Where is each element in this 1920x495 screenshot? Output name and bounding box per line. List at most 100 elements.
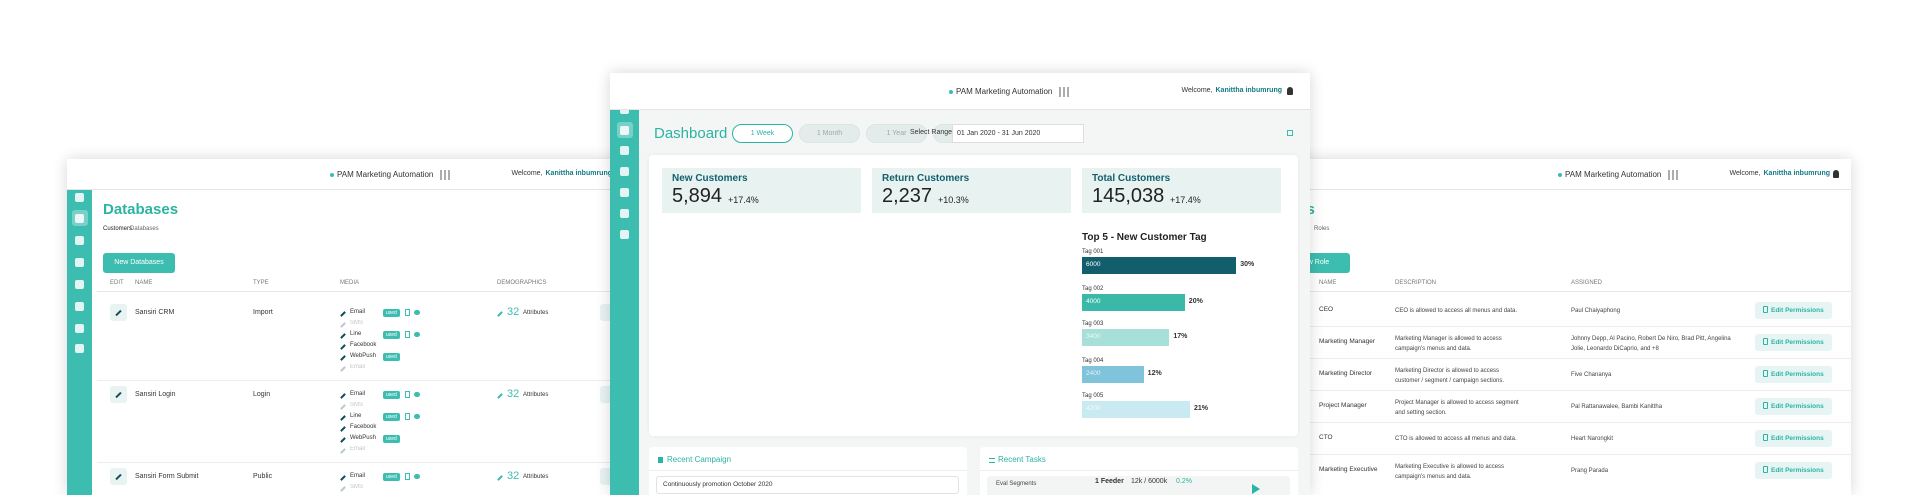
header-bar: [1240, 159, 1851, 190]
sidebar-icon[interactable]: [620, 230, 629, 239]
task-row: [987, 476, 1290, 495]
column-header: EDIT: [110, 280, 124, 286]
tag-name: Tag 002: [1082, 286, 1104, 292]
status-dot: [330, 172, 334, 177]
apps-icon: [1668, 169, 1678, 180]
edit-permissions-button[interactable]: Edit Permissions: [1755, 302, 1832, 319]
media-label: WebPush: [350, 353, 376, 359]
media-icon: [340, 486, 346, 492]
doc-icon: [405, 331, 410, 338]
app-name: PAM Marketing Automation: [1565, 169, 1662, 179]
edit-permissions-button[interactable]: Edit Permissions: [1755, 430, 1832, 447]
assigned: Pal Rattanawalee, Bambi Kanittha: [1571, 404, 1663, 410]
kpi-value: 145,038: [1092, 185, 1165, 207]
attribute-label: Attributes: [523, 474, 549, 480]
column-header: DEMOGRAPHICS: [497, 280, 547, 286]
kpi-value: 5,894: [672, 185, 723, 207]
edit-permissions-button[interactable]: Edit Permissions: [1755, 334, 1832, 351]
row-line: [1240, 422, 1851, 423]
sidebar-icon[interactable]: [75, 280, 84, 289]
column-header: NAME: [1319, 280, 1337, 286]
tag-bar: [1082, 329, 1170, 346]
media-icon: [340, 393, 346, 399]
range-pill[interactable]: 1 Month: [799, 124, 860, 143]
breadcrumb: Databases: [130, 226, 159, 232]
db-type: Public: [253, 473, 273, 480]
welcome-text: Welcome,: [1729, 169, 1761, 177]
media-icon: [340, 344, 346, 350]
attribute-count: 32: [507, 470, 520, 482]
assigned: Heart Narongkit: [1571, 436, 1614, 442]
sidebar-icon[interactable]: [620, 167, 629, 176]
user-icon: [1833, 170, 1839, 178]
kpi-change: +17.4%: [1170, 195, 1201, 205]
sidebar-icon[interactable]: [620, 126, 629, 135]
media-label: Email: [350, 364, 366, 370]
campaign-select[interactable]: Continuously promotion October 2020: [656, 476, 959, 494]
used-badge: used: [383, 435, 400, 443]
role-description: Marketing Manager is allowed to access c…: [1395, 336, 1502, 352]
sidebar-icon[interactable]: [75, 214, 84, 223]
kpi-label: Total Customers: [1092, 173, 1171, 184]
sidebar: [610, 73, 639, 495]
tag-name: Tag 003: [1082, 321, 1104, 327]
assigned: Johnny Depp, Al Pacino, Robert De Niro, …: [1571, 336, 1731, 352]
welcome: Welcome, Kanittha inbumrung: [1182, 87, 1283, 94]
sidebar-icon[interactable]: [620, 146, 629, 155]
attribute-count: 32: [507, 388, 520, 400]
app-name: PAM Marketing Automation: [956, 86, 1053, 96]
tag-name: Tag 001: [1082, 249, 1104, 255]
db-name: Sansiri Login: [135, 391, 176, 398]
edit-permissions-button[interactable]: Edit Permissions: [1755, 462, 1832, 479]
assigned: Prang Parada: [1571, 468, 1609, 474]
edit-permissions-button[interactable]: Edit Permissions: [1755, 398, 1832, 415]
used-badge: used: [383, 353, 400, 361]
sidebar-icon[interactable]: [620, 209, 629, 218]
role-name: Marketing Director: [1319, 370, 1373, 377]
used-badge: used: [383, 391, 400, 399]
apps-icon: [1059, 86, 1069, 97]
edit-permissions-button[interactable]: Edit Permissions: [1755, 366, 1832, 383]
attribute-label: Attributes: [523, 392, 549, 398]
range-pill[interactable]: 1 Week: [732, 124, 793, 143]
role-description: CTO is allowed to access all menus and d…: [1395, 436, 1517, 442]
sidebar-icon[interactable]: [75, 236, 84, 245]
header-bar: [610, 73, 1310, 110]
user-name[interactable]: Kanittha inbumrung: [1215, 86, 1283, 94]
app-name: PAM Marketing Automation: [337, 169, 434, 179]
media-icon: [340, 426, 346, 432]
sidebar-icon[interactable]: [75, 193, 84, 202]
role-name: CEO: [1319, 306, 1334, 313]
new-button[interactable]: New Databases: [103, 253, 175, 273]
user-name[interactable]: Kanittha inbumrung: [545, 169, 613, 177]
tag-value: 3400: [1086, 333, 1101, 340]
kpi-change: +17.4%: [728, 195, 759, 205]
row-line: [1240, 358, 1851, 359]
media-icon: [340, 475, 346, 481]
media-icon: [340, 366, 346, 372]
welcome-text: Welcome,: [511, 169, 543, 177]
tag-bar: [1082, 294, 1185, 311]
sidebar-icon[interactable]: [620, 188, 629, 197]
role-name: Project Manager: [1319, 402, 1367, 409]
row-line: [1240, 390, 1851, 391]
range-pill[interactable]: 1 Year: [866, 124, 927, 143]
sidebar-icon[interactable]: [75, 258, 84, 267]
used-badge: used: [383, 413, 400, 421]
sidebar-icon[interactable]: [75, 302, 84, 311]
role-description: Project Manager is allowed to access seg…: [1395, 400, 1519, 416]
doc-icon: [405, 473, 410, 480]
media-label: Facebook: [350, 424, 377, 430]
db-type: Login: [253, 391, 271, 398]
sidebar-icon[interactable]: [75, 324, 84, 333]
sidebar-icon[interactable]: [75, 344, 84, 353]
play-button[interactable]: [1252, 484, 1260, 494]
status-dot: [949, 89, 953, 94]
tag-value: 2400: [1086, 370, 1101, 377]
media-label: SMS: [350, 402, 364, 408]
user-name[interactable]: Kanittha inbumrung: [1763, 169, 1831, 177]
table-header-line: [97, 291, 627, 292]
roles-window: PAM Marketing Automation Welcome, Kanittha…: [1240, 159, 1851, 495]
date-range-input[interactable]: 01 Jan 2020 - 31 Jun 2020: [952, 124, 1084, 143]
